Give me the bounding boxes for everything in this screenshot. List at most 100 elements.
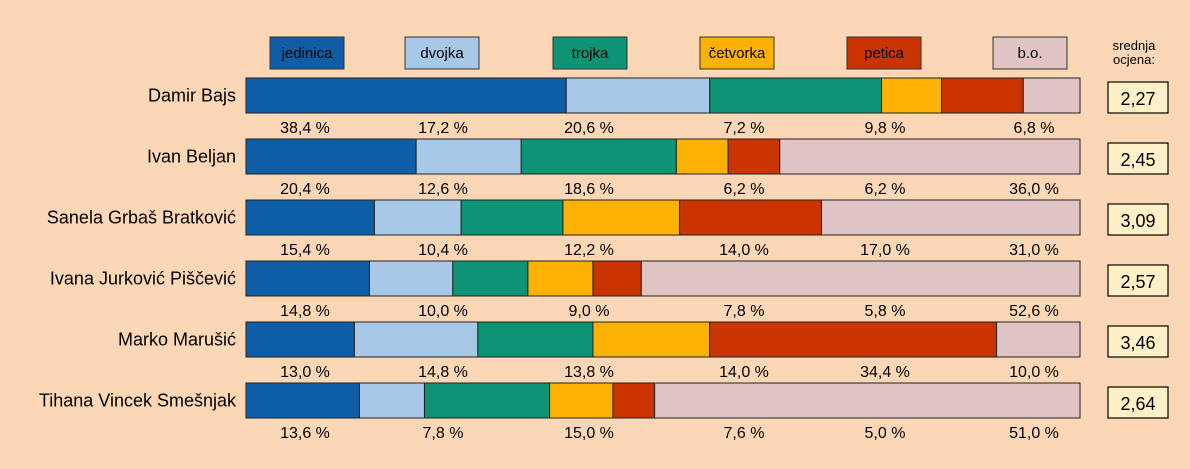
average-header-label: srednja (1113, 38, 1156, 53)
bar-segment (592, 260, 642, 297)
row-name: Ivana Jurković Piščević (50, 269, 236, 289)
legend-swatch (699, 36, 775, 70)
average-box (1107, 142, 1169, 175)
bar-segment (358, 382, 425, 419)
legend-label: jedinica (281, 45, 334, 62)
percent-label: 17,0 % (860, 242, 910, 259)
average-box (1107, 325, 1169, 358)
bar-segment (245, 260, 370, 297)
average-value: 2,27 (1120, 89, 1155, 109)
percent-label: 20,4 % (280, 181, 330, 198)
legend-swatch (992, 36, 1068, 70)
bar-segment (709, 321, 998, 358)
average-box (1107, 81, 1169, 114)
bar-segment (368, 260, 454, 297)
percent-label: 12,2 % (564, 242, 614, 259)
bar-segment (941, 77, 1024, 114)
percent-label: 6,8 % (1014, 120, 1055, 137)
percent-label: 13,6 % (280, 425, 330, 442)
bar-segment (245, 138, 417, 175)
bar-segment (592, 321, 711, 358)
percent-label: 20,6 % (564, 120, 614, 137)
percent-label: 9,0 % (569, 303, 610, 320)
percent-label: 13,0 % (280, 364, 330, 381)
percent-label: 36,0 % (1009, 181, 1059, 198)
legend-label: petica (864, 45, 905, 62)
average-box (1107, 264, 1169, 297)
average-value: 3,09 (1120, 211, 1155, 231)
legend-swatch (552, 36, 628, 70)
percent-label: 13,8 % (564, 364, 614, 381)
percent-label: 14,8 % (418, 364, 468, 381)
average-header-label: ocjena: (1113, 52, 1155, 67)
bar-segment (709, 77, 883, 114)
bar-segment (996, 321, 1081, 358)
bar-segment (452, 260, 529, 297)
bar-segment (565, 77, 711, 114)
row-name: Damir Bajs (148, 86, 236, 106)
bar-segment (520, 138, 677, 175)
percent-label: 52,6 % (1009, 303, 1059, 320)
bar-segment (675, 138, 729, 175)
bar-segment (679, 199, 822, 236)
percent-label: 7,2 % (724, 120, 765, 137)
legend-swatch (846, 36, 922, 70)
bar-segment (373, 199, 462, 236)
row-name: Ivan Beljan (147, 147, 236, 167)
bar-segment (1022, 77, 1081, 114)
percent-label: 9,8 % (865, 120, 906, 137)
percent-label: 6,2 % (724, 181, 765, 198)
percent-label: 6,2 % (865, 181, 906, 198)
percent-label: 7,8 % (423, 425, 464, 442)
percent-label: 14,0 % (719, 364, 769, 381)
bar-segment (477, 321, 594, 358)
average-box (1107, 386, 1169, 419)
bar-segment (245, 382, 360, 419)
bar-segment (562, 199, 681, 236)
bar-segment (881, 77, 943, 114)
percent-label: 34,4 % (860, 364, 910, 381)
bar-segment (549, 382, 614, 419)
percent-label: 7,6 % (724, 425, 765, 442)
percent-label: 31,0 % (1009, 242, 1059, 259)
average-value: 2,57 (1120, 272, 1155, 292)
bar-segment (415, 138, 522, 175)
percent-label: 7,8 % (724, 303, 765, 320)
bar-segment (245, 199, 375, 236)
percent-label: 14,8 % (280, 303, 330, 320)
bar-segment (820, 199, 1081, 236)
percent-label: 5,8 % (865, 303, 906, 320)
percent-label: 15,4 % (280, 242, 330, 259)
bar-segment (727, 138, 781, 175)
bar-segment (423, 382, 551, 419)
percent-label: 10,0 % (1009, 364, 1059, 381)
average-box (1107, 203, 1169, 236)
percent-label: 10,4 % (418, 242, 468, 259)
legend-label: četvorka (709, 45, 766, 62)
bar-segment (779, 138, 1081, 175)
percent-label: 38,4 % (280, 120, 330, 137)
percent-label: 14,0 % (719, 242, 769, 259)
bar-segment (460, 199, 564, 236)
percent-label: 18,6 % (564, 181, 614, 198)
legend-label: b.o. (1017, 45, 1042, 62)
legend-label: dvojka (420, 45, 464, 62)
bar-segment (527, 260, 594, 297)
percent-label: 15,0 % (564, 425, 614, 442)
bar-segment (654, 382, 1081, 419)
row-name: Tihana Vincek Smešnjak (39, 391, 237, 411)
row-name: Marko Marušić (118, 330, 236, 350)
percent-label: 17,2 % (418, 120, 468, 137)
average-value: 2,45 (1120, 150, 1155, 170)
legend-swatch (404, 36, 480, 70)
legend-swatch (269, 36, 345, 70)
average-value: 3,46 (1120, 333, 1155, 353)
percent-label: 12,6 % (418, 181, 468, 198)
percent-label: 5,0 % (865, 425, 906, 442)
average-value: 2,64 (1120, 394, 1155, 414)
bar-segment (353, 321, 479, 358)
bar-segment (245, 77, 567, 114)
row-name: Sanela Grbaš Bratković (47, 208, 236, 228)
percent-label: 51,0 % (1009, 425, 1059, 442)
